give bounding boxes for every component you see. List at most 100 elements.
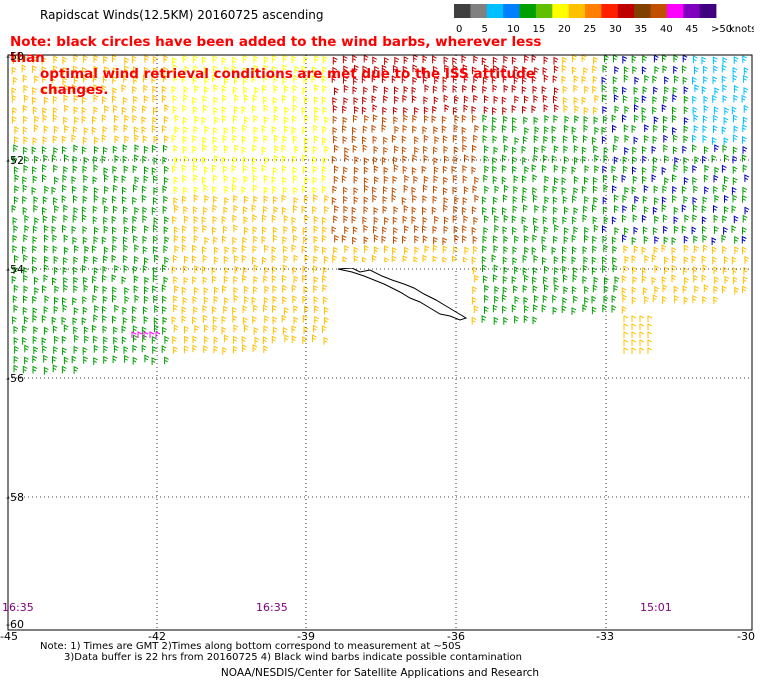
wind-barb <box>524 166 530 174</box>
wind-barb <box>664 177 669 185</box>
wind-barb <box>672 86 678 95</box>
wind-barb <box>74 334 79 343</box>
wind-barb <box>192 344 198 353</box>
wind-barb <box>653 246 659 255</box>
lon-label-45: -45 <box>0 630 18 643</box>
wind-barb <box>551 125 557 134</box>
wind-barb <box>473 216 479 225</box>
wind-barb <box>151 144 157 153</box>
wind-barb <box>153 317 159 325</box>
wind-barb <box>153 135 159 144</box>
wind-barb <box>692 55 698 64</box>
footer-line-1: Note: 1) Times are GMT 2)Times along bot… <box>40 641 461 652</box>
wind-barb <box>41 146 47 154</box>
wind-barb <box>423 96 429 105</box>
wind-barb <box>383 136 388 145</box>
wind-barb <box>11 204 17 213</box>
wind-barb <box>452 174 458 183</box>
wind-barb <box>264 285 270 294</box>
wind-barb <box>582 304 588 312</box>
wind-barb <box>292 225 298 234</box>
wind-barb <box>173 346 178 354</box>
wind-barb <box>403 204 409 213</box>
wind-barb <box>744 174 750 183</box>
wind-barb <box>742 135 747 144</box>
wind-barb <box>322 55 328 64</box>
wind-barb <box>744 255 750 264</box>
wind-barb <box>43 306 49 314</box>
wind-barb <box>623 66 629 75</box>
wind-barb <box>501 176 507 185</box>
wind-barb <box>423 175 429 184</box>
wind-barb <box>82 136 88 145</box>
wind-barb <box>212 324 218 333</box>
wind-barb <box>552 196 558 205</box>
wind-barb <box>93 236 99 245</box>
wind-barb <box>123 206 128 214</box>
wind-barb <box>514 235 519 244</box>
wind-barb <box>73 365 79 374</box>
wind-barb <box>252 144 258 153</box>
wind-barb <box>324 145 330 154</box>
wind-barb <box>503 84 509 93</box>
wind-barb <box>81 214 87 222</box>
wind-barb <box>624 134 630 143</box>
wind-barb <box>222 235 227 244</box>
wind-barb <box>733 56 739 64</box>
wind-barb <box>674 294 679 303</box>
wind-barb <box>554 177 559 185</box>
wind-barb <box>544 265 549 274</box>
wind-barb <box>461 126 467 135</box>
wind-barb <box>23 146 28 155</box>
wind-barb <box>94 226 99 235</box>
wind-barb <box>183 276 189 285</box>
wind-barb <box>223 255 229 264</box>
wind-barb <box>42 74 47 83</box>
wind-barb <box>71 185 77 194</box>
wind-barb <box>73 94 79 103</box>
wind-barb <box>141 326 147 335</box>
wind-barb <box>113 344 119 353</box>
wind-barb <box>492 84 498 93</box>
wind-barb <box>62 184 67 193</box>
wind-barb <box>342 256 348 264</box>
wind-barb <box>233 294 239 303</box>
wind-barb <box>711 237 717 245</box>
wind-barb <box>647 339 653 346</box>
wind-barb <box>204 236 210 245</box>
wind-barb <box>284 106 290 115</box>
wind-barb <box>551 246 557 255</box>
wind-barb <box>203 345 208 353</box>
wind-barb <box>493 196 498 205</box>
wind-barb <box>692 196 698 205</box>
wind-barb <box>232 184 237 192</box>
wind-barb <box>592 204 597 213</box>
wind-barb <box>692 106 698 115</box>
wind-barb <box>571 256 577 265</box>
note-line-2: optimal wind retrieval conditions are me… <box>40 66 535 98</box>
wind-barb <box>623 245 629 253</box>
wind-barb <box>654 235 660 244</box>
wind-barb <box>253 304 258 313</box>
wind-barb <box>34 217 40 225</box>
wind-barb <box>273 134 279 143</box>
wind-barb <box>722 266 728 275</box>
wind-barb <box>21 64 27 73</box>
wind-barb <box>623 315 629 322</box>
wind-barb <box>192 134 198 143</box>
wind-barb <box>601 135 607 144</box>
wind-barb <box>562 265 567 274</box>
wind-barb <box>313 276 319 284</box>
wind-barb <box>453 205 459 214</box>
wind-barb <box>23 285 29 294</box>
wind-barb <box>31 96 37 105</box>
wind-barb <box>14 254 19 263</box>
wind-barb <box>32 245 37 253</box>
wind-barb <box>34 287 40 295</box>
wind-barb <box>511 104 517 113</box>
wind-barb <box>194 115 200 124</box>
wind-barb <box>494 295 499 304</box>
wind-barb <box>373 206 379 215</box>
wind-barb <box>251 204 257 213</box>
wind-barb <box>602 304 608 313</box>
